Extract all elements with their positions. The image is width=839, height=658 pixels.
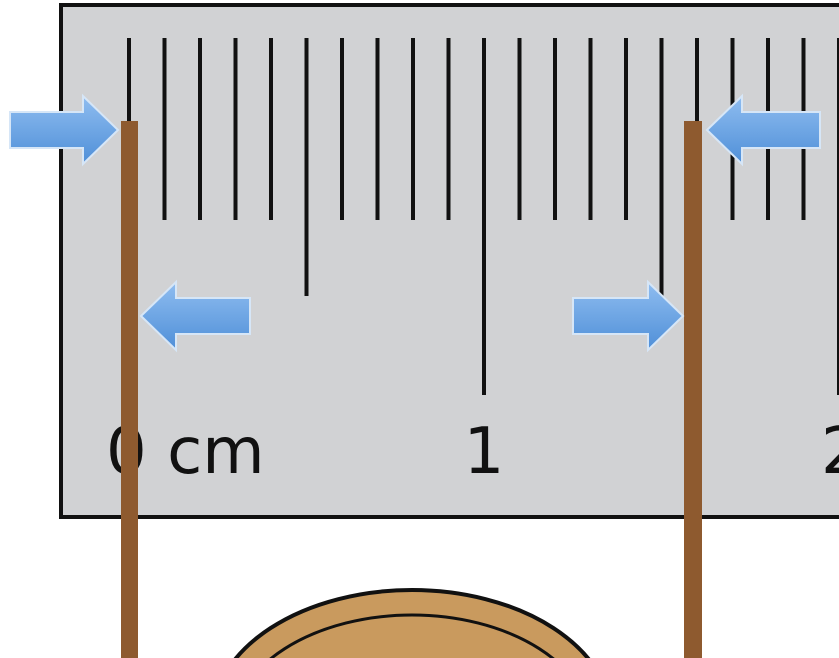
arrow-left — [705, 93, 821, 167]
right-edge-line — [684, 121, 702, 658]
left-edge-line — [121, 121, 138, 658]
arrow-right — [572, 279, 685, 353]
ruler-label: 2 — [821, 415, 839, 489]
arrow-left — [139, 279, 251, 353]
ruler-label: 1 — [464, 415, 505, 489]
coin-rim — [269, 613, 555, 658]
coin — [233, 588, 591, 658]
arrow-right — [9, 93, 120, 167]
